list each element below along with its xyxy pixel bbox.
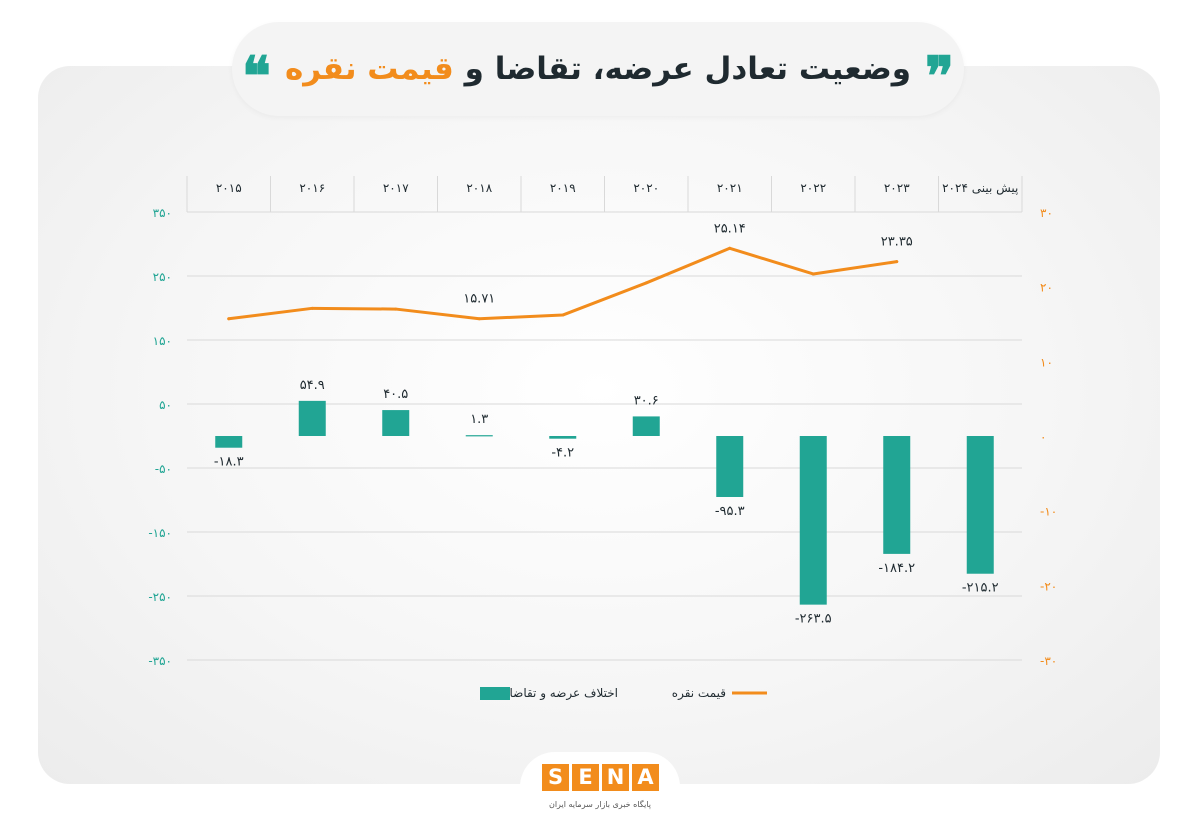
x-axis-tick-label: ۲۰۲۱: [717, 181, 743, 195]
bar-data-label: -۲۶۳.۵: [795, 612, 832, 627]
left-axis-tick-label: -۳۵۰: [148, 654, 172, 668]
bar: [382, 410, 410, 436]
x-axis-tick-label: ۲۰۲۰: [633, 181, 659, 195]
line-point: [895, 260, 899, 264]
line-point: [811, 272, 815, 276]
legend-line-label: قیمت نقره: [672, 686, 726, 701]
left-axis-tick-label: ۳۵۰: [153, 206, 172, 220]
page-title: وضعیت تعادل عرضه، تقاضا و قیمت نقره: [285, 51, 911, 87]
x-axis-tick-label: ۲۰۱۹: [550, 181, 576, 195]
line-data-label: ۱۵.۷۱: [463, 292, 495, 307]
line-point: [310, 306, 314, 310]
bar: [716, 436, 744, 497]
line-point: [561, 313, 565, 317]
logo-letter: A: [632, 764, 659, 791]
left-axis-tick-label: -۲۵۰: [148, 590, 172, 604]
bar-data-label: -۹۵.۳: [715, 504, 745, 519]
bar: [883, 436, 911, 554]
line-point: [394, 307, 398, 311]
title-main: وضعیت تعادل عرضه، تقاضا و: [464, 51, 912, 87]
bar-data-label: ۳۰.۶: [634, 393, 659, 408]
right-axis-tick-label: -۱۰: [1040, 505, 1057, 519]
bar: [298, 400, 326, 436]
bar-data-label: -۱۸۴.۲: [878, 561, 915, 576]
bar-data-label: ۱.۳: [470, 412, 488, 427]
logo-letter: E: [572, 764, 599, 791]
bar-data-label: ۴۰.۵: [383, 387, 408, 402]
chart-card: [38, 66, 1160, 784]
bar: [465, 435, 493, 437]
x-axis-tick-label: ۲۰۲۳: [884, 181, 910, 195]
line-data-label: ۲۳.۳۵: [881, 235, 913, 250]
right-axis-tick-label: ۱۰: [1040, 355, 1053, 369]
line-point: [728, 246, 732, 250]
right-axis-tick-label: -۳۰: [1040, 654, 1057, 668]
title-banner: ❞ وضعیت تعادل عرضه، تقاضا و قیمت نقره ❝: [232, 22, 964, 116]
bar: [549, 436, 577, 439]
x-axis-tick-label: ۲۰۲۲: [800, 181, 826, 195]
right-axis-tick-label: ۳۰: [1040, 206, 1053, 220]
bar: [966, 436, 994, 574]
bar-data-label: ۵۴.۹: [300, 378, 325, 393]
x-axis-tick-label: ۲۰۱۷: [383, 181, 409, 195]
right-axis-tick-label: ۲۰: [1040, 281, 1053, 295]
logo-letter: N: [602, 764, 629, 791]
legend-bar-swatch: [480, 687, 510, 700]
x-axis-tick-label: ۲۰۱۶: [299, 181, 325, 195]
price-line: [227, 246, 899, 321]
bar-data-label: -۱۸.۳: [214, 455, 244, 470]
legend-bar-label: اختلاف عرضه و تقاضا: [509, 686, 618, 701]
bar-data-label: -۲۱۵.۲: [962, 581, 999, 596]
left-axis-tick-label: ۲۵۰: [153, 270, 172, 284]
left-axis-tick-label: ۵۰: [159, 398, 172, 412]
title-highlight: قیمت نقره: [284, 51, 454, 87]
x-axis-tick-label: پیش بینی ۲۰۲۴: [942, 181, 1018, 196]
right-axis-tick-label: -۲۰: [1040, 579, 1057, 593]
bar-data-label: -۴.۲: [551, 446, 574, 461]
line-point: [227, 317, 231, 321]
bar: [799, 436, 827, 605]
line-data-label: ۲۵.۱۴: [714, 221, 746, 236]
line-point: [644, 281, 648, 285]
logo-tagline: پایگاه خبری بازار سرمایه ایران: [548, 800, 652, 809]
left-axis-tick-label: ۱۵۰: [153, 334, 172, 348]
line-point: [477, 317, 481, 321]
bar: [632, 416, 660, 436]
bar: [215, 436, 243, 448]
right-axis-tick-label: ۰: [1040, 430, 1046, 444]
x-axis-tick-label: ۲۰۱۸: [466, 181, 492, 195]
x-axis-tick-label: ۲۰۱۵: [216, 181, 242, 195]
left-axis-tick-label: -۵۰: [155, 462, 172, 476]
left-axis-tick-label: -۱۵۰: [148, 526, 172, 540]
logo-letter: S: [542, 764, 569, 791]
